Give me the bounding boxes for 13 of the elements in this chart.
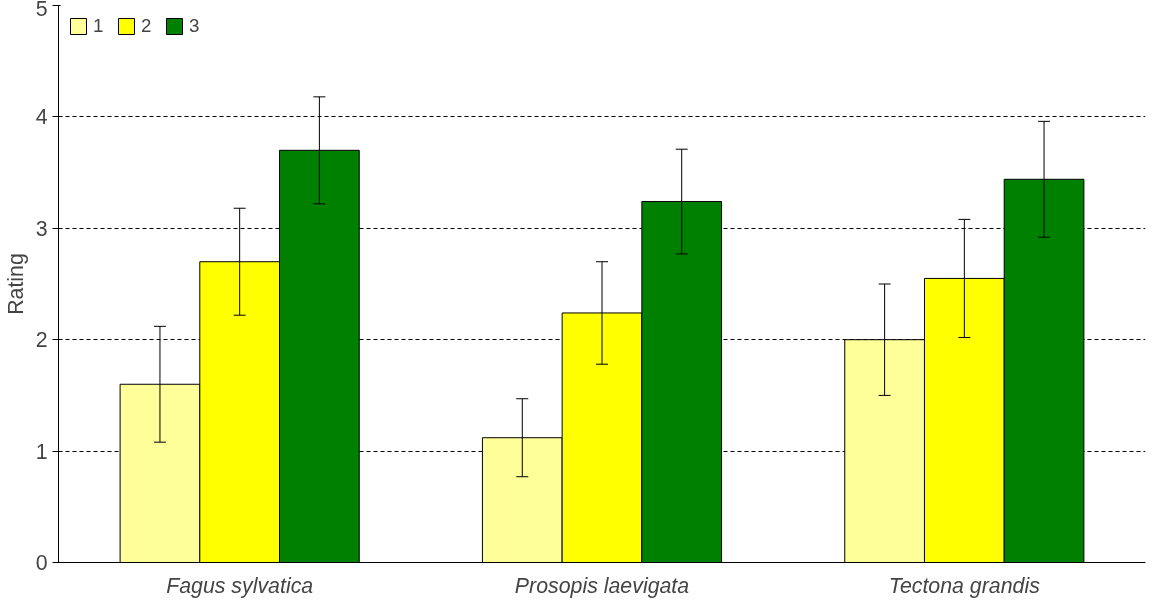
y-tick-label: 2 [35, 328, 48, 353]
x-tick-label: Tectona grandis [888, 573, 1041, 598]
y-axis-title: Rating [3, 253, 28, 315]
y-tick-label: 1 [35, 439, 48, 464]
x-tick-label: Prosopis laevigata [514, 573, 690, 598]
legend-label: 1 [93, 15, 105, 37]
y-tick-label: 5 [35, 0, 48, 21]
x-tick-label: Fagus sylvatica [166, 573, 314, 598]
y-tick-label: 0 [35, 551, 48, 575]
y-tick-label: 3 [35, 216, 48, 241]
y-tick-label: 4 [35, 105, 48, 130]
legend-label: 3 [189, 15, 201, 37]
legend-label: 2 [141, 15, 153, 37]
